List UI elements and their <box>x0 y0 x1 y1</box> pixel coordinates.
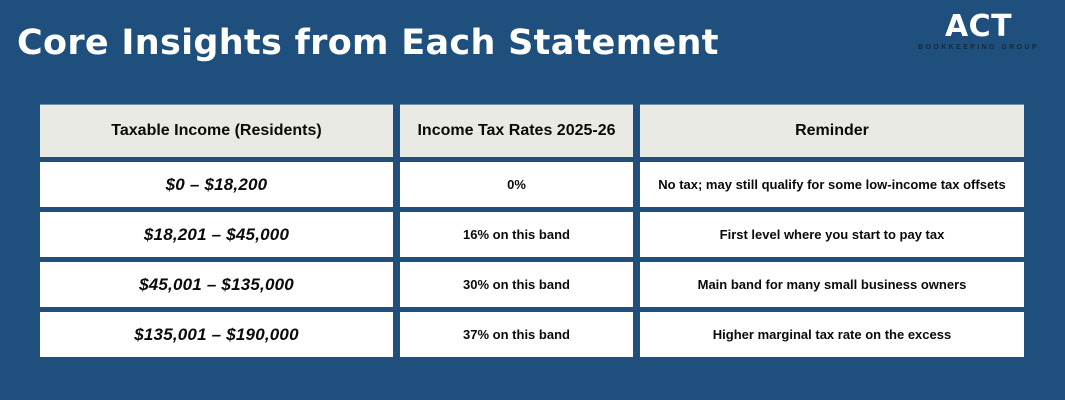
column-header-taxable-income: Taxable Income (Residents) <box>40 105 393 157</box>
act-logo: ACT BOOKKEEPING GROUP <box>918 9 1039 52</box>
table-cell-tax-rate: 16% on this band <box>400 212 633 257</box>
table-cell-income-bracket: $18,201 – $45,000 <box>40 212 393 257</box>
table-cell-tax-rate: 0% <box>400 162 633 207</box>
table-cell-reminder: Higher marginal tax rate on the excess <box>640 312 1024 357</box>
table-cell-reminder: First level where you start to pay tax <box>640 212 1024 257</box>
column-header-reminder: Reminder <box>640 105 1024 157</box>
table-cell-reminder: No tax; may still qualify for some low-i… <box>640 162 1024 207</box>
logo-wordmark: ACT <box>944 9 1013 44</box>
page-title: Core Insights from Each Statement <box>17 23 719 63</box>
column-header-tax-rates: Income Tax Rates 2025-26 <box>400 105 633 157</box>
table-cell-reminder: Main band for many small business owners <box>640 262 1024 307</box>
tax-insights-table: Taxable Income (Residents) Income Tax Ra… <box>40 105 1024 357</box>
table-cell-tax-rate: 30% on this band <box>400 262 633 307</box>
table-cell-tax-rate: 37% on this band <box>400 312 633 357</box>
logo-tagline: BOOKKEEPING GROUP <box>918 44 1039 51</box>
table-cell-income-bracket: $45,001 – $135,000 <box>40 262 393 307</box>
table-cell-income-bracket: $0 – $18,200 <box>40 162 393 207</box>
table-cell-income-bracket: $135,001 – $190,000 <box>40 312 393 357</box>
